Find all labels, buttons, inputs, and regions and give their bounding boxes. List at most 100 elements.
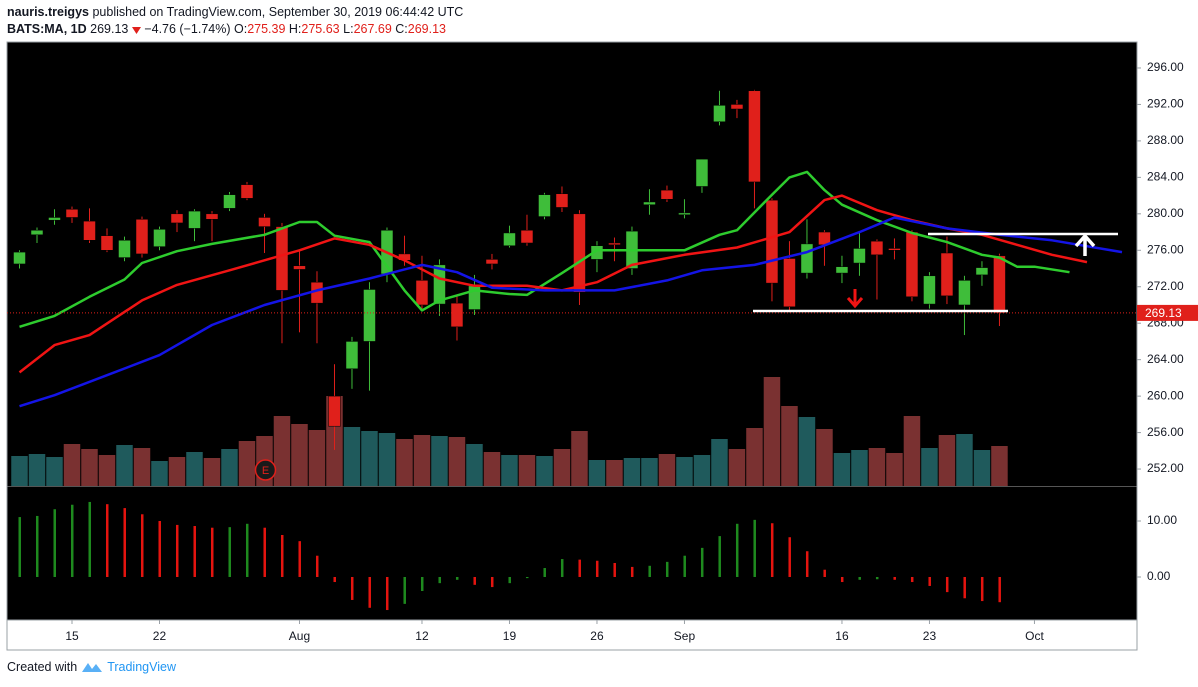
candle-body (853, 248, 866, 264)
candle-body (275, 226, 289, 291)
volume-bar (273, 416, 291, 486)
histogram-bar (53, 509, 56, 577)
volume-bar (11, 456, 28, 486)
histogram-bar (438, 576, 441, 584)
histogram-bar (368, 576, 371, 608)
candle-body (415, 280, 429, 306)
candle-body (293, 265, 306, 270)
published: published on TradingView.com, September … (92, 5, 464, 19)
volume-bar (413, 435, 431, 486)
volume-bar (28, 454, 46, 486)
volume-bar (693, 455, 711, 486)
open-value: 275.39 (247, 22, 286, 36)
histogram-bar (70, 504, 74, 577)
histogram-bar (840, 576, 844, 583)
x-tick-label: 26 (590, 629, 604, 643)
volume-bar (448, 437, 466, 486)
x-tick-label: 23 (923, 629, 937, 643)
histogram-bar (560, 559, 564, 577)
volume-bar (308, 430, 326, 486)
last-price: 269.13 (90, 22, 129, 36)
volume-bar (781, 406, 798, 486)
histogram-bar (648, 565, 651, 577)
candle-body (450, 302, 464, 328)
histogram-bar (455, 576, 459, 580)
created-with: Created with (7, 660, 78, 674)
histogram-bar (858, 576, 861, 580)
histogram-bar (228, 527, 231, 577)
candle-body (748, 90, 761, 183)
volume-bar (221, 449, 238, 486)
x-tick-label: 19 (503, 629, 517, 643)
candle-body (643, 201, 656, 205)
candle-body (520, 229, 534, 244)
histogram-bar (788, 537, 791, 577)
candle-body (118, 240, 131, 258)
histogram-bar (385, 576, 389, 611)
candle-body (83, 220, 96, 241)
histogram-bar (473, 576, 476, 585)
candle-body (328, 395, 341, 427)
candle-body (433, 264, 446, 305)
histogram-bar (700, 547, 704, 577)
volume-bar (81, 449, 98, 486)
histogram-bar (963, 576, 966, 599)
candle-body (13, 251, 26, 265)
volume-bar (431, 436, 448, 486)
histogram-bar (315, 555, 319, 577)
volume-bar (396, 439, 413, 486)
histogram-bar (88, 501, 91, 577)
volume-bar (658, 454, 676, 486)
histogram-bar (875, 576, 879, 580)
histogram-bar (613, 562, 616, 577)
histogram-bar (998, 576, 1001, 603)
y-tick-label: 272.00 (1147, 279, 1184, 293)
high-value: 275.63 (301, 22, 340, 36)
candle-body (345, 341, 359, 370)
candle-body (660, 189, 674, 200)
volume-bar (238, 441, 256, 486)
drawings (753, 232, 1118, 313)
histogram-bar (928, 576, 931, 586)
last-price-label: 269.13 (1145, 306, 1182, 320)
candle-body (485, 259, 499, 265)
candle-body (153, 229, 166, 247)
candle-body (188, 210, 201, 229)
volume-bar (886, 453, 903, 486)
candle-body (835, 266, 849, 274)
candle-body (765, 199, 779, 284)
histogram-bar (595, 560, 599, 577)
y-tick-label: 284.00 (1147, 170, 1184, 184)
histogram-bar (630, 566, 634, 577)
volume-bar (133, 448, 151, 486)
y-tick-label: 296.00 (1147, 60, 1184, 74)
histogram-bar (805, 551, 809, 577)
histogram-bar (158, 520, 161, 577)
earnings-label: E (262, 465, 269, 477)
logo-shape (82, 663, 103, 672)
candle-body (888, 248, 901, 251)
histogram-bar (210, 527, 214, 577)
volume-bar (63, 444, 81, 486)
candle-body (48, 217, 61, 221)
close-value: 269.13 (407, 22, 447, 36)
candle-body (870, 240, 884, 256)
candle-body (100, 235, 114, 251)
candle-body (695, 158, 709, 187)
volume-bar (518, 455, 536, 486)
volume-bar (938, 435, 956, 486)
y-tick-label: 252.00 (1147, 461, 1184, 475)
volume-bar (291, 424, 308, 486)
brand: TradingView (107, 660, 176, 674)
candle-body (65, 209, 79, 218)
candle-body (923, 275, 936, 305)
symbol: BATS:MA, 1D (7, 22, 87, 36)
close-label: C: (395, 22, 408, 36)
candle-body (608, 242, 621, 246)
histogram-bar (508, 576, 511, 584)
indicator-tick-label: 10.00 (1147, 513, 1177, 527)
x-tick-label: Oct (1025, 629, 1044, 643)
volume-bar (868, 448, 886, 486)
volume-bar (921, 448, 938, 486)
